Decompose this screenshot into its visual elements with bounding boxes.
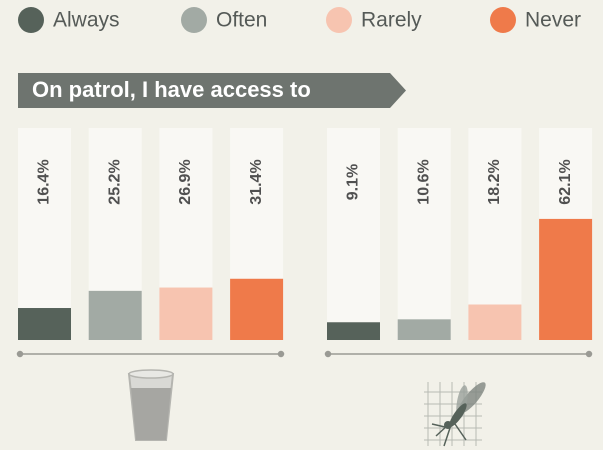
- bar: [159, 287, 213, 340]
- bar: [468, 304, 522, 340]
- title-banner: [18, 73, 406, 108]
- bar-background: [18, 128, 71, 340]
- value-label: 26.9%: [177, 159, 194, 204]
- value-label: 16.4%: [36, 159, 53, 204]
- value-label: 18.2%: [486, 159, 503, 204]
- legend-swatch: [181, 7, 207, 33]
- legend-label: Always: [53, 9, 120, 32]
- value-label: 25.2%: [106, 159, 123, 204]
- value-label: 9.1%: [345, 164, 362, 200]
- chart-title: On patrol, I have access to: [32, 77, 311, 102]
- legend-swatch: [18, 7, 44, 33]
- value-label: 31.4%: [248, 159, 265, 204]
- legend-label: Often: [216, 9, 267, 32]
- bar-background: [397, 128, 451, 340]
- value-label: 62.1%: [557, 159, 574, 204]
- bar: [539, 218, 593, 340]
- legend-swatch: [490, 7, 516, 33]
- value-label: 10.6%: [415, 159, 432, 204]
- mosquito-net-icon: [424, 382, 486, 447]
- legend-label: Never: [525, 9, 581, 32]
- bar: [18, 308, 71, 340]
- glass-icon: [127, 369, 175, 441]
- legend-swatch: [326, 7, 352, 33]
- bar-background: [327, 128, 380, 340]
- legend-label: Rarely: [361, 9, 422, 32]
- bar: [230, 278, 284, 340]
- bar: [327, 322, 380, 340]
- bar: [397, 319, 451, 340]
- bar: [88, 290, 142, 340]
- axis-lines: [16, 350, 593, 358]
